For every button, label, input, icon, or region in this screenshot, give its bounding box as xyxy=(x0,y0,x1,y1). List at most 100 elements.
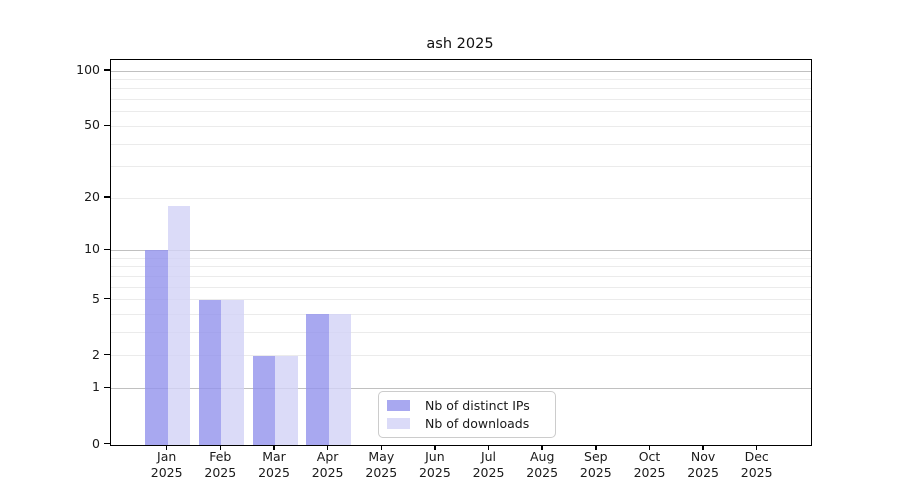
gridline-minor-50 xyxy=(111,125,811,127)
x-axis-label-year-may: 2025 xyxy=(365,464,398,480)
x-axis-label-month-nov: Nov xyxy=(690,449,716,464)
x-axis-label-sep: Sep 2025 xyxy=(560,449,632,480)
x-axis-label-month-apr: Apr xyxy=(316,449,339,464)
y-axis-label-10: 10 xyxy=(84,241,100,257)
gridline-minor-20 xyxy=(111,197,811,199)
x-axis-label-month-sep: Sep xyxy=(584,449,608,464)
chart-title: ash 2025 xyxy=(426,36,494,52)
x-axis-label-year-mar: 2025 xyxy=(258,464,290,480)
gridline-minor-4 xyxy=(111,313,811,315)
bar-layer xyxy=(111,60,811,445)
x-axis-label-month-jan: Jan xyxy=(157,449,177,464)
gridline-minor-80 xyxy=(111,88,811,90)
legend-swatch-nb-of-distinct-ips xyxy=(387,399,410,411)
gridline-minor-6 xyxy=(111,286,811,288)
legend-label-nb-of-distinct-ips: Nb of distinct IPs xyxy=(425,397,530,413)
y-axis-tick-10 xyxy=(103,248,110,251)
y-axis-label-2: 2 xyxy=(92,346,100,362)
x-axis-tick-dec xyxy=(755,445,758,450)
x-axis-label-dec: Dec 2025 xyxy=(721,449,793,480)
x-axis-label-mar: Mar 2025 xyxy=(238,449,310,480)
y-axis-label-1: 1 xyxy=(92,379,100,395)
x-axis-label-year-dec: 2025 xyxy=(740,464,773,480)
x-axis-label-month-jun: Jun xyxy=(425,449,445,464)
x-axis-label-month-dec: Dec xyxy=(744,449,769,464)
x-axis-label-month-may: May xyxy=(368,449,395,464)
legend-item-nb-of-downloads: Nb of downloads xyxy=(379,416,555,431)
x-axis-tick-jun xyxy=(434,445,436,450)
bar-nb-of-distinct-ips-jan xyxy=(145,250,168,445)
bar-nb-of-downloads-apr xyxy=(328,314,352,445)
gridline-minor-7 xyxy=(111,275,811,277)
y-axis-tick-100 xyxy=(103,69,110,71)
plot-area xyxy=(110,59,812,446)
x-axis-tick-may xyxy=(380,445,383,450)
gridline-major-10 xyxy=(111,249,811,251)
x-axis-tick-nov xyxy=(702,445,704,450)
x-axis-label-jul: Jul 2025 xyxy=(453,449,525,480)
gridline-minor-3 xyxy=(111,331,811,333)
x-axis-tick-jul xyxy=(487,445,490,450)
gridline-minor-90 xyxy=(111,78,811,80)
x-axis-label-oct: Oct 2025 xyxy=(614,449,686,480)
legend: Nb of distinct IPs Nb of downloads xyxy=(378,391,556,438)
bar-nb-of-downloads-jan xyxy=(167,206,191,445)
x-axis-label-feb: Feb 2025 xyxy=(184,449,256,480)
x-axis-tick-mar xyxy=(273,445,275,450)
gridline-layer xyxy=(111,60,811,445)
x-axis-tick-feb xyxy=(219,445,222,450)
y-axis-label-5: 5 xyxy=(92,290,100,306)
gridline-major-100 xyxy=(111,70,811,72)
x-axis-label-year-jul: 2025 xyxy=(472,464,505,480)
gridline-minor-30 xyxy=(111,166,811,168)
x-axis-label-year-apr: 2025 xyxy=(311,464,344,480)
gridline-minor-9 xyxy=(111,257,811,259)
x-axis-tick-aug xyxy=(541,445,543,450)
x-axis-label-year-feb: 2025 xyxy=(204,464,237,480)
x-axis-label-month-feb: Feb xyxy=(209,449,232,464)
x-axis-tick-oct xyxy=(648,445,651,450)
gridline-minor-40 xyxy=(111,143,811,145)
bar-nb-of-downloads-mar xyxy=(275,355,298,445)
x-axis-label-year-jun: 2025 xyxy=(418,464,451,480)
gridline-minor-70 xyxy=(111,99,811,100)
x-axis-label-apr: Apr 2025 xyxy=(292,449,364,480)
legend-item-nb-of-distinct-ips: Nb of distinct IPs xyxy=(379,398,555,413)
y-axis-tick-2 xyxy=(103,353,110,356)
y-axis-label-100: 100 xyxy=(76,62,100,77)
x-axis-label-year-aug: 2025 xyxy=(526,464,559,480)
y-axis-tick-50 xyxy=(103,124,110,127)
y-axis-label-20: 20 xyxy=(84,189,100,205)
y-axis-tick-0 xyxy=(103,442,110,445)
x-axis-tick-jan xyxy=(165,445,168,450)
bar-nb-of-downloads-feb xyxy=(221,299,244,445)
x-axis-label-month-jul: Jul xyxy=(480,449,497,464)
x-axis-label-year-jan: 2025 xyxy=(150,464,183,480)
legend-label-nb-of-downloads: Nb of downloads xyxy=(425,416,530,432)
bar-nb-of-distinct-ips-apr xyxy=(306,314,329,445)
x-axis-label-jan: Jan 2025 xyxy=(131,449,203,480)
y-axis-label-0: 0 xyxy=(92,435,100,451)
gridline-major-1 xyxy=(111,387,811,389)
gridline-minor-8 xyxy=(111,266,811,268)
x-axis-label-year-sep: 2025 xyxy=(579,464,612,480)
x-axis-label-aug: Aug 2025 xyxy=(506,449,578,480)
x-axis-label-may: May 2025 xyxy=(345,449,417,480)
x-axis-tick-sep xyxy=(595,445,597,450)
legend-swatch-nb-of-downloads xyxy=(387,418,410,430)
gridline-minor-60 xyxy=(111,111,811,113)
x-axis-label-month-mar: Mar xyxy=(262,449,286,464)
gridline-minor-2 xyxy=(111,355,811,357)
x-axis-tick-apr xyxy=(326,445,329,450)
bar-nb-of-distinct-ips-feb xyxy=(198,299,222,445)
y-axis-tick-20 xyxy=(103,196,110,198)
y-axis-tick-5 xyxy=(103,297,110,300)
y-axis-tick-1 xyxy=(103,386,110,389)
x-axis-label-month-aug: Aug xyxy=(529,449,555,464)
x-axis-label-jun: Jun 2025 xyxy=(399,449,471,480)
x-axis-label-nov: Nov 2025 xyxy=(667,449,739,480)
y-axis-label-50: 50 xyxy=(84,117,100,133)
gridline-minor-5 xyxy=(111,299,811,300)
bar-nb-of-distinct-ips-mar xyxy=(252,355,275,445)
